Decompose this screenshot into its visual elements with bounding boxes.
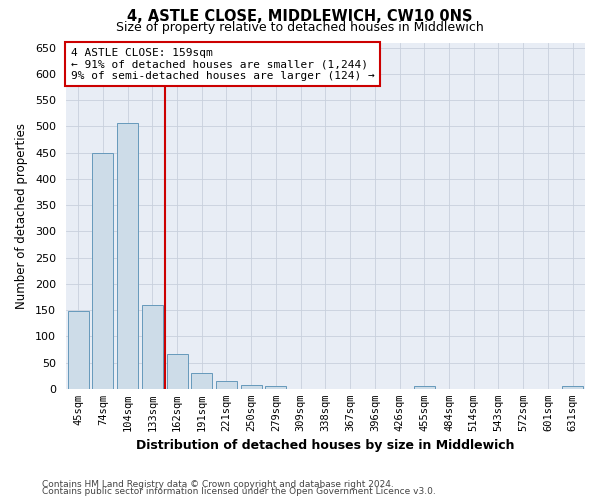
X-axis label: Distribution of detached houses by size in Middlewich: Distribution of detached houses by size … xyxy=(136,440,515,452)
Text: 4, ASTLE CLOSE, MIDDLEWICH, CW10 0NS: 4, ASTLE CLOSE, MIDDLEWICH, CW10 0NS xyxy=(127,9,473,24)
Bar xyxy=(68,311,89,389)
Text: Size of property relative to detached houses in Middlewich: Size of property relative to detached ho… xyxy=(116,21,484,34)
Bar xyxy=(191,373,212,389)
Bar xyxy=(241,384,262,389)
Bar xyxy=(414,386,435,389)
Text: Contains public sector information licensed under the Open Government Licence v3: Contains public sector information licen… xyxy=(42,488,436,496)
Bar xyxy=(216,382,237,389)
Text: Contains HM Land Registry data © Crown copyright and database right 2024.: Contains HM Land Registry data © Crown c… xyxy=(42,480,394,489)
Y-axis label: Number of detached properties: Number of detached properties xyxy=(15,122,28,308)
Bar xyxy=(167,354,188,389)
Bar xyxy=(265,386,286,389)
Bar xyxy=(142,305,163,389)
Text: 4 ASTLE CLOSE: 159sqm
← 91% of detached houses are smaller (1,244)
9% of semi-de: 4 ASTLE CLOSE: 159sqm ← 91% of detached … xyxy=(71,48,375,81)
Bar xyxy=(92,152,113,389)
Bar xyxy=(562,386,583,389)
Bar xyxy=(117,123,138,389)
